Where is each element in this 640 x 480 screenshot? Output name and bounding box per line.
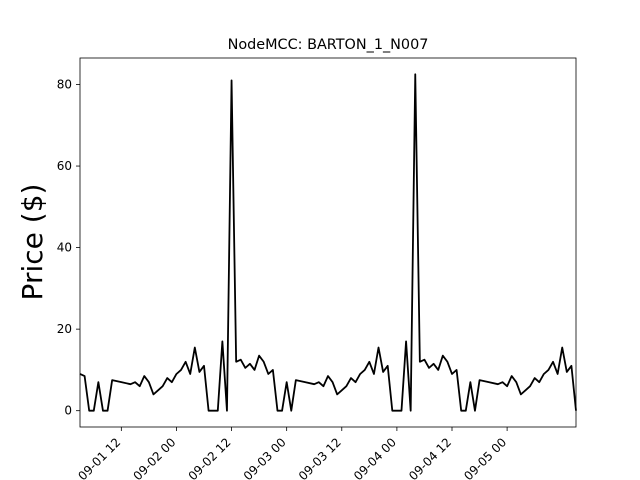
y-axis-label: Price ($) xyxy=(16,184,49,301)
y-tick-label: 20 xyxy=(57,322,72,336)
x-tick-label: 09-02 00 xyxy=(131,435,179,480)
y-tick-label: 40 xyxy=(57,241,72,255)
y-tick-label: 80 xyxy=(57,78,72,92)
price-series-line xyxy=(79,73,577,412)
x-tick-label: 09-04 12 xyxy=(406,435,454,480)
y-tick-label: 0 xyxy=(64,404,72,418)
y-tick-label: 60 xyxy=(57,159,72,173)
x-tick-label: 09-01 12 xyxy=(75,435,123,480)
x-tick-label: 09-02 12 xyxy=(186,435,234,480)
axes-frame xyxy=(79,57,577,428)
x-tick-label: 09-05 00 xyxy=(461,435,509,480)
x-tick-label: 09-04 00 xyxy=(351,435,399,480)
plot-area: 0 20 40 60 80 09-01 12 09-02 00 09-02 12 09-03 0… xyxy=(57,57,577,480)
x-tick-label: 09-03 12 xyxy=(296,435,344,480)
x-tick-label: 09-03 00 xyxy=(241,435,289,480)
chart-title: NodeMCC: BARTON_1_N007 xyxy=(228,37,429,53)
